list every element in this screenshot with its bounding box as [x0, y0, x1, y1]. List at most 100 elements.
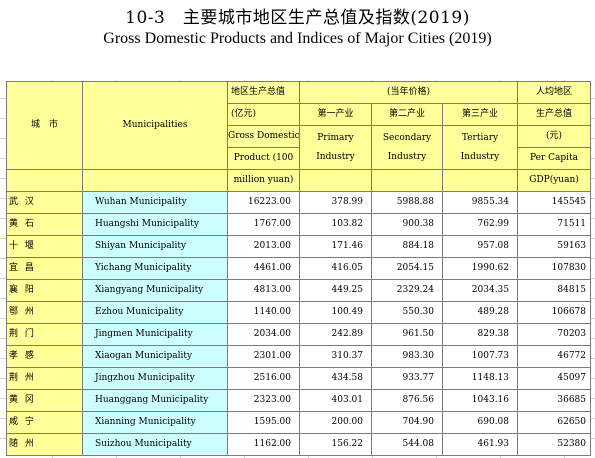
tertiary-cell[interactable]: 1990.62 [441, 257, 519, 280]
tertiary-cell[interactable]: 1148.13 [441, 367, 519, 390]
city-cn-cell[interactable]: 宜 昌 [6, 257, 83, 280]
primary-cell[interactable]: 171.46 [299, 235, 372, 258]
tertiary-cell[interactable]: 2034.35 [441, 279, 519, 302]
gdp-cell[interactable]: 4813.00 [227, 279, 300, 302]
header-percap-en-1[interactable]: Per Capita [517, 147, 592, 170]
city-en-cell[interactable]: Ezhou Municipality [82, 301, 228, 324]
tertiary-cell[interactable]: 1043.16 [441, 389, 519, 412]
city-cn-cell[interactable]: 黄 石 [6, 213, 83, 236]
per-capita-cell[interactable]: 84815 [517, 279, 592, 302]
header-gdp-en-3[interactable]: million yuan) [227, 169, 300, 192]
primary-cell[interactable]: 403.01 [299, 389, 372, 412]
city-en-cell[interactable]: Suizhou Municipality [82, 433, 228, 456]
secondary-cell[interactable]: 704.90 [371, 411, 443, 434]
gdp-cell[interactable]: 4461.00 [227, 257, 300, 280]
city-cn-cell[interactable]: 黄 冈 [6, 389, 83, 412]
city-cn-cell[interactable]: 咸 宁 [6, 411, 83, 434]
gdp-cell[interactable]: 1140.00 [227, 301, 300, 324]
secondary-cell[interactable]: 933.77 [371, 367, 443, 390]
gdp-cell[interactable]: 1767.00 [227, 213, 300, 236]
header-gdp-en-2[interactable]: Product (100 [227, 147, 300, 170]
header-tertiary-cn[interactable]: 第三产业 [441, 103, 519, 126]
tertiary-cell[interactable]: 957.08 [441, 235, 519, 258]
secondary-cell[interactable]: 900.38 [371, 213, 443, 236]
gdp-cell[interactable]: 2013.00 [227, 235, 300, 258]
city-en-cell[interactable]: Shiyan Municipality [82, 235, 228, 258]
per-capita-cell[interactable]: 145545 [517, 191, 592, 214]
primary-cell[interactable]: 103.82 [299, 213, 372, 236]
tertiary-cell[interactable]: 489.28 [441, 301, 519, 324]
secondary-cell[interactable]: 884.18 [371, 235, 443, 258]
header-primary-cn[interactable]: 第一产业 [299, 103, 372, 126]
primary-cell[interactable]: 434.58 [299, 367, 372, 390]
city-cn-cell[interactable]: 孝 感 [6, 345, 83, 368]
header-percap-unit[interactable]: (元) [517, 125, 592, 148]
secondary-cell[interactable]: 2329.24 [371, 279, 443, 302]
city-cn-cell[interactable]: 鄂 州 [6, 301, 83, 324]
primary-cell[interactable]: 100.49 [299, 301, 372, 324]
per-capita-cell[interactable]: 106678 [517, 301, 592, 324]
per-capita-cell[interactable]: 36685 [517, 389, 592, 412]
primary-cell[interactable]: 310.37 [299, 345, 372, 368]
header-gdp-unit[interactable]: (亿元) [227, 103, 300, 126]
city-en-cell[interactable]: Xiaogan Municipality [82, 345, 228, 368]
city-en-cell[interactable]: Xiangyang Municipality [82, 279, 228, 302]
per-capita-cell[interactable]: 71511 [517, 213, 592, 236]
city-cn-cell[interactable]: 荆 门 [6, 323, 83, 346]
tertiary-cell[interactable]: 9855.34 [441, 191, 519, 214]
header-city-cn[interactable]: 城 市 [6, 81, 83, 170]
gdp-cell[interactable]: 2301.00 [227, 345, 300, 368]
header-current-prices[interactable]: (当年价格) [298, 81, 519, 104]
gdp-cell[interactable]: 1595.00 [227, 411, 300, 434]
header-primary-en[interactable]: Primary Industry [299, 125, 372, 170]
per-capita-cell[interactable]: 59163 [517, 235, 592, 258]
header-city-en[interactable]: Municipalities [82, 81, 228, 170]
city-en-cell[interactable]: Huangshi Municipality [82, 213, 228, 236]
secondary-cell[interactable]: 961.50 [371, 323, 443, 346]
gdp-cell[interactable]: 1162.00 [227, 433, 300, 456]
tertiary-cell[interactable]: 461.93 [441, 433, 519, 456]
per-capita-cell[interactable]: 52380 [517, 433, 592, 456]
secondary-cell[interactable]: 983.30 [371, 345, 443, 368]
tertiary-cell[interactable]: 690.08 [441, 411, 519, 434]
secondary-cell[interactable]: 5988.88 [371, 191, 443, 214]
tertiary-cell[interactable]: 1007.73 [441, 345, 519, 368]
secondary-cell[interactable]: 2054.15 [371, 257, 443, 280]
per-capita-cell[interactable]: 62650 [517, 411, 592, 434]
header-secondary-en[interactable]: Secondary Industry [371, 125, 443, 170]
header-tertiary-en[interactable]: Tertiary Industry [441, 125, 519, 170]
city-en-cell[interactable]: Xianning Municipality [82, 411, 228, 434]
city-en-cell[interactable]: Jingzhou Municipality [82, 367, 228, 390]
primary-cell[interactable]: 449.25 [299, 279, 372, 302]
tertiary-cell[interactable]: 762.99 [441, 213, 519, 236]
header-gdp-en-1[interactable]: Gross Domestic [227, 125, 300, 148]
header-secondary-cn[interactable]: 第二产业 [371, 103, 443, 126]
secondary-cell[interactable]: 550.30 [371, 301, 443, 324]
gdp-cell[interactable]: 16223.00 [227, 191, 300, 214]
header-percap-en-2[interactable]: GDP(yuan) [517, 169, 592, 192]
secondary-cell[interactable]: 876.56 [371, 389, 443, 412]
gdp-cell[interactable]: 2034.00 [227, 323, 300, 346]
per-capita-cell[interactable]: 107830 [517, 257, 592, 280]
per-capita-cell[interactable]: 45097 [517, 367, 592, 390]
city-cn-cell[interactable]: 随 州 [6, 433, 83, 456]
city-en-cell[interactable]: Huanggang Municipality [82, 389, 228, 412]
city-cn-cell[interactable]: 武 汉 [6, 191, 83, 214]
header-percap-cn-1[interactable]: 人均地区 [517, 81, 592, 104]
city-en-cell[interactable]: Wuhan Municipality [82, 191, 228, 214]
primary-cell[interactable]: 156.22 [299, 433, 372, 456]
city-en-cell[interactable]: Jingmen Municipality [82, 323, 228, 346]
tertiary-cell[interactable]: 829.38 [441, 323, 519, 346]
gdp-cell[interactable]: 2516.00 [227, 367, 300, 390]
header-percap-cn-2[interactable]: 生产总值 [517, 103, 592, 126]
primary-cell[interactable]: 242.89 [299, 323, 372, 346]
per-capita-cell[interactable]: 46772 [517, 345, 592, 368]
primary-cell[interactable]: 200.00 [299, 411, 372, 434]
city-cn-cell[interactable]: 荆 州 [6, 367, 83, 390]
city-cn-cell[interactable]: 十 堰 [6, 235, 83, 258]
primary-cell[interactable]: 416.05 [299, 257, 372, 280]
gdp-cell[interactable]: 2323.00 [227, 389, 300, 412]
secondary-cell[interactable]: 544.08 [371, 433, 443, 456]
per-capita-cell[interactable]: 70203 [517, 323, 592, 346]
header-gdp-cn[interactable]: 地区生产总值 [227, 81, 300, 104]
